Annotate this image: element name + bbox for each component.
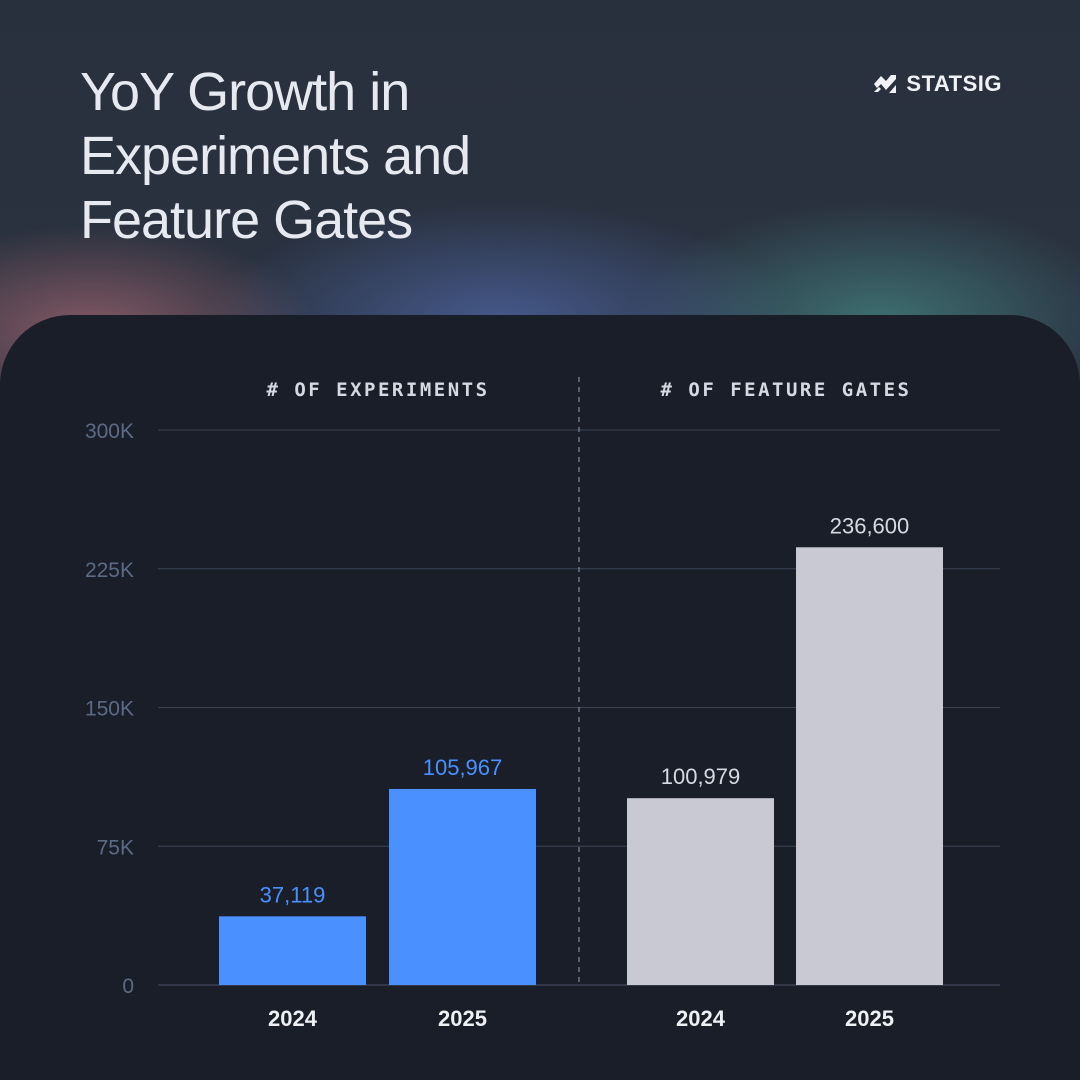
group-header: # OF EXPERIMENTS bbox=[266, 379, 489, 401]
bar-experiments-2025 bbox=[389, 788, 536, 985]
x-tick-label: 2024 bbox=[676, 1006, 726, 1031]
x-tick-label: 2025 bbox=[845, 1006, 894, 1031]
bar-feature-gates-2025 bbox=[796, 547, 943, 985]
brand-logo: STATSIG bbox=[872, 70, 1002, 98]
chart-panel: 0 75K 150K 225K 300K # OF EXPERIMENTS 37,119 20… bbox=[0, 315, 1080, 1080]
y-tick-label: 300K bbox=[85, 420, 134, 443]
brand-name: STATSIG bbox=[906, 71, 1002, 96]
data-label: 100,979 bbox=[661, 764, 741, 789]
bar-feature-gates-2024 bbox=[627, 798, 774, 985]
data-label: 37,119 bbox=[260, 882, 326, 907]
bar-chart: 0 75K 150K 225K 300K # OF EXPERIMENTS 37,119 20… bbox=[85, 377, 1000, 1031]
data-label: 105,967 bbox=[423, 755, 503, 780]
x-tick-label: 2025 bbox=[438, 1006, 487, 1031]
y-tick-label: 225K bbox=[85, 559, 134, 582]
page-title: YoY Growth in Experiments and Feature Ga… bbox=[80, 62, 471, 250]
data-label: 236,600 bbox=[830, 513, 910, 538]
y-tick-label: 75K bbox=[97, 836, 134, 859]
x-tick-label: 2024 bbox=[268, 1006, 318, 1031]
y-tick-label: 0 bbox=[122, 975, 134, 998]
statsig-logo-icon bbox=[874, 75, 897, 93]
bar-experiments-2024 bbox=[219, 916, 366, 985]
group-header: # OF FEATURE GATES bbox=[661, 379, 912, 401]
y-tick-label: 150K bbox=[85, 698, 134, 721]
